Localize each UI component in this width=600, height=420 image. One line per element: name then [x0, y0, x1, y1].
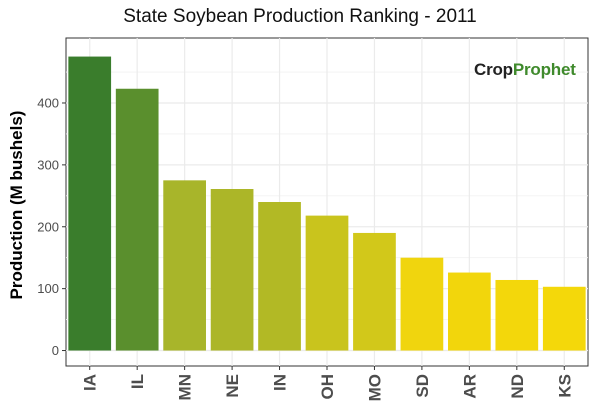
- bar-ar: [448, 272, 491, 351]
- y-axis-ticks: 0 100 200 300 400: [37, 95, 66, 358]
- logo-part-prophet: Prophet: [512, 60, 576, 79]
- bar-mn: [163, 180, 206, 351]
- x-tick-label-mn: MN: [176, 374, 195, 400]
- y-tick-label: 100: [37, 281, 59, 296]
- x-tick-label-mo: MO: [365, 374, 384, 401]
- x-tick-label-ne: NE: [223, 374, 242, 398]
- bar-ia: [68, 56, 112, 351]
- cropprophet-logo: CropProphet: [474, 60, 576, 80]
- x-tick-label-ar: AR: [460, 374, 479, 399]
- logo-part-crop: Crop: [474, 60, 513, 79]
- y-tick-label: 200: [37, 219, 59, 234]
- bars: [68, 56, 586, 351]
- bar-oh: [305, 215, 349, 351]
- chart-title: State Soybean Production Ranking - 2011: [123, 6, 477, 27]
- bar-ne: [210, 189, 254, 351]
- bar-il: [115, 88, 159, 351]
- bar-ks: [542, 286, 586, 351]
- x-axis-ticks: IA IL MN NE IN OH MO SD AR ND KS: [81, 366, 574, 401]
- x-tick-label-sd: SD: [413, 374, 432, 398]
- bar-in: [258, 202, 301, 351]
- bar-sd: [400, 257, 444, 351]
- y-tick-label: 300: [37, 157, 59, 172]
- y-tick-label: 0: [52, 343, 59, 358]
- x-tick-label-ia: IA: [81, 374, 100, 391]
- x-tick-label-nd: ND: [508, 374, 527, 399]
- y-tick-label: 400: [37, 95, 59, 110]
- x-tick-label-il: IL: [128, 374, 147, 389]
- x-tick-label-in: IN: [271, 374, 290, 391]
- bar-mo: [353, 232, 396, 351]
- x-tick-label-ks: KS: [555, 374, 574, 398]
- bar-nd: [495, 279, 539, 351]
- x-tick-label-oh: OH: [318, 374, 337, 400]
